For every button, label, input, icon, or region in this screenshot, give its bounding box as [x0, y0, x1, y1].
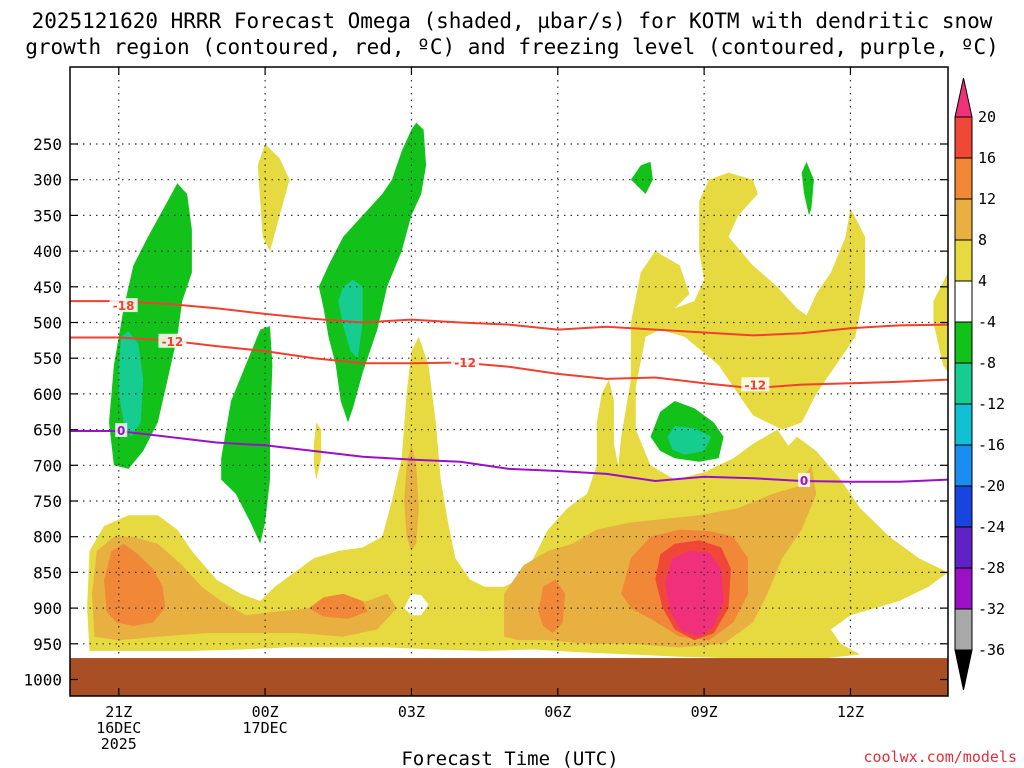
- x-tick-label-2025: 2025: [101, 735, 137, 753]
- y-tick-label-400: 400: [33, 242, 62, 261]
- colorbar-bin-7: [954, 362, 973, 405]
- x-tick-label-03Z: 03Z: [398, 703, 425, 721]
- colorbar-label--20: -20: [978, 477, 1005, 495]
- omega-region-green-column-01z: [221, 326, 273, 544]
- colorbar-label--8: -8: [978, 354, 996, 372]
- y-tick-label-450: 450: [33, 278, 62, 297]
- x-tick-label-21Z: 21Z: [105, 703, 132, 721]
- plot-inner: -18 -12 -12 -12 0 0: [70, 67, 948, 696]
- isotherm-label-freezing-level: 0: [800, 474, 808, 488]
- colorbar-label--4: -4: [978, 313, 996, 331]
- credit-link[interactable]: coolwx.com/models: [863, 748, 1017, 766]
- y-tick-label-700: 700: [33, 456, 62, 475]
- plot-frame: [69, 66, 949, 697]
- isotherm-label-dsgz-bottom: -12: [744, 378, 766, 392]
- x-tick-label-16DEC: 16DEC: [96, 719, 141, 737]
- colorbar-bin-1: [954, 116, 973, 159]
- y-tick-label-550: 550: [33, 349, 62, 368]
- y-tick-label-750: 750: [33, 492, 62, 511]
- colorbar-bin-bottom: [954, 649, 973, 691]
- omega-region-teal-core-21z: [118, 331, 144, 437]
- omega-region-orange-core-21z: [104, 543, 166, 626]
- y-tick-label-1000: 1000: [23, 671, 62, 690]
- isotherm-line-dsgz-bottom: [70, 336, 948, 390]
- y-tick-label-900: 900: [33, 599, 62, 618]
- chart-title-line-2: growth region (contoured, red, ºC) and f…: [25, 35, 999, 59]
- omega-region-teal-blob-08z: [667, 426, 712, 455]
- y-tick-label-350: 350: [33, 206, 62, 225]
- colorbar-label-12: 12: [978, 190, 996, 208]
- isotherm-line-dsgz-top: [70, 300, 948, 337]
- isotherm-label-dsgz-bottom: -12: [454, 356, 476, 370]
- colorbar-label-16: 16: [978, 149, 996, 167]
- colorbar: 20 16 12 8 4 -4 -8 -12 -16 -20 -24 -28 -32 -36: [954, 77, 1005, 691]
- colorbar-bin-top: [954, 77, 973, 118]
- colorbar-label--16: -16: [978, 436, 1005, 454]
- isotherm-label-dsgz-top: -18: [113, 299, 135, 313]
- colorbar-bin-2: [954, 157, 973, 200]
- colorbar-bin-12: [954, 567, 973, 610]
- omega-region-green-sliver-11z: [801, 161, 814, 216]
- y-tick-label-600: 600: [33, 385, 62, 404]
- omega-region-orange-core-02z: [309, 593, 368, 619]
- omega-hole-0: [404, 593, 429, 616]
- omega-region-yellow-upper-09z: [616, 172, 866, 537]
- x-axis-title: Forecast Time (UTC): [401, 748, 618, 768]
- y-tick-label-300: 300: [33, 171, 62, 190]
- isotherm-label-freezing-level: 0: [117, 424, 125, 438]
- ground-surface: [70, 658, 948, 696]
- colorbar-bin-5: [954, 280, 973, 323]
- x-tick-label-09Z: 09Z: [691, 703, 718, 721]
- colorbar-bin-6: [954, 321, 973, 364]
- colorbar-label-8: 8: [978, 231, 987, 249]
- x-tick-label-06Z: 06Z: [544, 703, 571, 721]
- colorbar-bin-3: [954, 198, 973, 241]
- isotherm-label-bg: [158, 333, 187, 348]
- omega-region-green-blob-08z-upper: [630, 161, 653, 194]
- colorbar-label-20: 20: [978, 108, 996, 126]
- colorbar-bin-10: [954, 485, 973, 528]
- colorbar-bin-13: [954, 608, 973, 651]
- y-tick-label-800: 800: [33, 528, 62, 547]
- colorbar-label--36: -36: [978, 641, 1005, 659]
- colorbar-label--12: -12: [978, 395, 1005, 413]
- chart-title-line-1: 2025121620 HRRR Forecast Omega (shaded, …: [32, 9, 993, 33]
- isotherm-label-bg: [741, 377, 770, 392]
- isotherm-label-dsgz-bottom: -12: [162, 335, 184, 349]
- colorbar-label-4: 4: [978, 272, 987, 290]
- omega-region-teal-core-02z: [338, 279, 363, 359]
- y-tick-label-500: 500: [33, 314, 62, 333]
- y-tick-label-250: 250: [33, 135, 62, 154]
- y-tick-label-850: 850: [33, 563, 62, 582]
- colorbar-bin-11: [954, 526, 973, 569]
- x-tick-label-00Z: 00Z: [252, 703, 279, 721]
- isotherm-label-bg: [798, 473, 811, 488]
- isotherm-label-bg: [109, 298, 138, 313]
- x-tick-label-12Z: 12Z: [837, 703, 864, 721]
- omega-region-green-column-03z: [318, 122, 427, 423]
- isotherm-label-bg: [451, 355, 480, 370]
- colorbar-bin-8: [954, 403, 973, 446]
- isotherm-label-bg: [115, 423, 128, 438]
- colorbar-bin-9: [954, 444, 973, 487]
- y-tick-label-950: 950: [33, 635, 62, 654]
- colorbar-label--24: -24: [978, 518, 1005, 536]
- colorbar-label--28: -28: [978, 559, 1005, 577]
- omega-region-orange-core-06z: [538, 579, 566, 634]
- colorbar-label--32: -32: [978, 600, 1005, 618]
- omega-region-yellow-tower-00z: [257, 144, 290, 252]
- omega-region-magenta-core-09z: [665, 551, 724, 637]
- colorbar-bin-4: [954, 239, 973, 282]
- y-tick-label-650: 650: [33, 421, 62, 440]
- x-tick-label-17DEC: 17DEC: [243, 719, 288, 737]
- plot-area: -18 -12 -12 -12 0 0 250 300 350 400 450 500 550 600 65…: [23, 66, 949, 753]
